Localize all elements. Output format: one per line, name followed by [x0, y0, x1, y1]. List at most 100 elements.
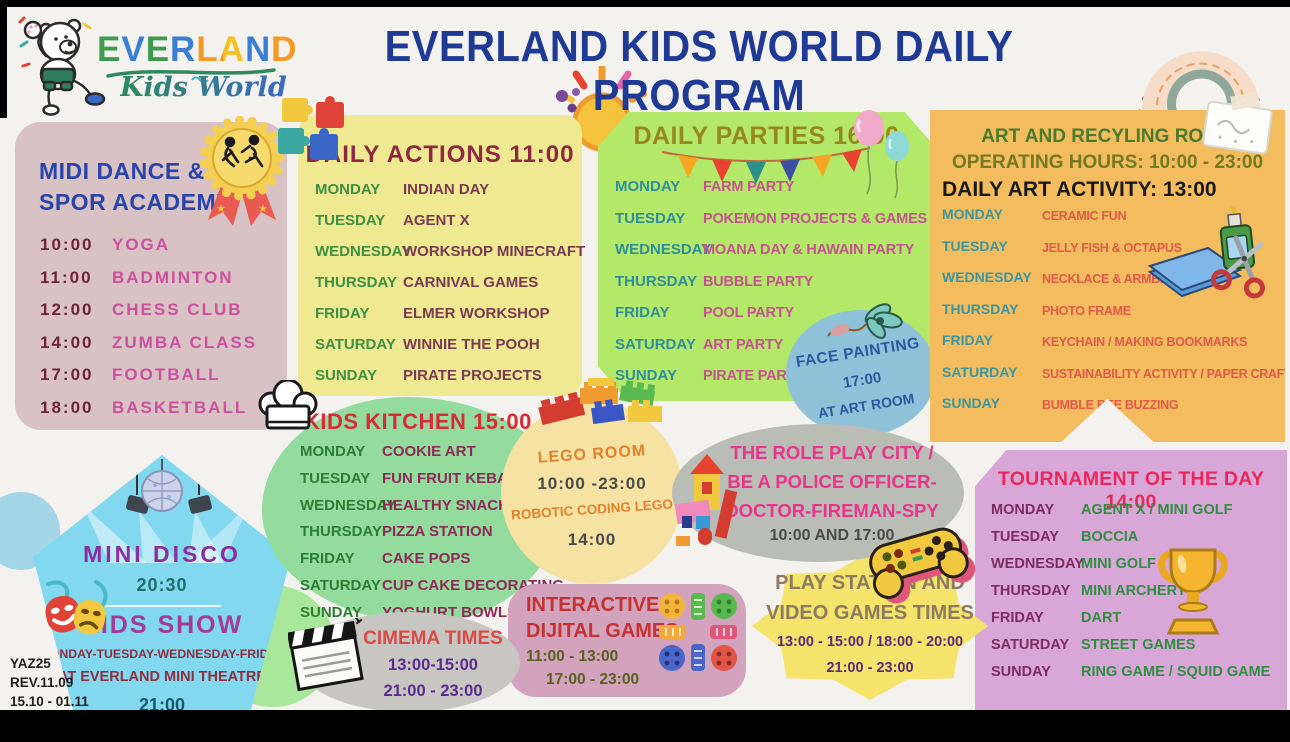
schedule-row: THURSDAY BUBBLE PARTY	[615, 272, 935, 291]
activity-label: PIZZA STATION	[382, 523, 493, 541]
letterbox-left	[0, 0, 7, 118]
activity-label: DART	[1081, 610, 1122, 626]
medal-icon: ★ ★	[199, 116, 285, 226]
activity-label: BASKETBALL	[112, 397, 248, 417]
day-label: SATURDAY	[615, 335, 696, 353]
panel-title: ART AND RECYLING ROOM	[981, 126, 1234, 147]
day-label: FRIDAY	[300, 550, 355, 568]
game-controller-icon	[869, 527, 976, 604]
day-label: SATURDAY	[300, 576, 381, 594]
cinema-times: 13:00-15:00	[388, 656, 478, 674]
schedule-row: TUESDAY AGENT X	[315, 212, 585, 230]
paint-splat-icon	[556, 88, 580, 113]
svg-text:★: ★	[216, 203, 226, 215]
schedule-row: WEDNESDAY HEALTHY SNACKS	[300, 497, 564, 514]
activity-label: BADMINTON	[112, 267, 234, 287]
day-label: THURSDAY	[615, 272, 697, 290]
schedule-row: TUESDAY FUN FRUIT KEBABS	[300, 470, 564, 487]
schedule-row: MONDAY AGENT X / MINI GOLF	[991, 502, 1270, 519]
bear-mascot-icon	[18, 16, 106, 116]
panel-tournament: TOURNAMENT OF THE DAY 14:00 MONDAY AGENT …	[975, 450, 1287, 710]
activity-label: PHOTO FRAME	[1042, 303, 1131, 318]
logo-title: EVERLAND	[97, 30, 298, 69]
schedule-row: SATURDAY WINNIE THE POOH	[315, 336, 585, 354]
schedule-row: MONDAY CERAMIC FUN	[942, 206, 1285, 225]
activity-label: RING GAME / SQUID GAME	[1081, 664, 1271, 680]
schedule-row: 12:00 CHESS CLUB	[40, 301, 257, 319]
daily-art-activity: DAILY ART ACTIVITY: 13:00	[942, 178, 1217, 201]
schedule-row: SATURDAY STREET GAMES	[991, 637, 1270, 654]
day-label: THURSDAY	[942, 300, 1019, 317]
daily-actions-schedule: MONDAY INDIAN DAY TUESDAY AGENT X WEDNESDA…	[315, 181, 585, 385]
schedule-row: TUESDAY BOCCIA	[991, 529, 1270, 546]
panel-title: KIDS KITCHEN 15:00	[304, 409, 532, 434]
schedule-row: 10:00 YOGA	[40, 236, 257, 254]
schedule-row: FRIDAY DART	[991, 610, 1270, 627]
schedule-row: WEDNESDAY MOANA DAY & HAWAIN PARTY	[615, 241, 935, 259]
activity-label: FARM PARTY	[703, 179, 795, 195]
activity-label: FOOTBALL	[112, 365, 221, 384]
day-label: SUNDAY	[315, 367, 377, 384]
mini-disco-title: MINI DISCO	[83, 541, 241, 567]
day-label: FRIDAY	[942, 332, 993, 348]
theater-masks-icon	[45, 580, 108, 635]
activity-label: YOGA	[112, 235, 171, 254]
starburst-background	[752, 552, 988, 700]
day-label: MONDAY	[991, 502, 1055, 518]
schedule-row: FRIDAY ELMER WORKSHOP	[315, 305, 585, 323]
schedule-row: THURSDAY PHOTO FRAME	[942, 300, 1285, 320]
lego-room-activity: ROBOTIC CODING LEGO	[510, 496, 674, 523]
page-title: EVERLAND KIDS WORLD DAILY PROGRAM	[384, 23, 1014, 120]
schedule-row: THURSDAY CARNIVAL GAMES	[315, 274, 585, 292]
divider	[105, 605, 221, 607]
day-label: FRIDAY	[615, 304, 670, 321]
activity-label: HEALTHY SNACKS	[382, 496, 519, 514]
day-label: FRIDAY	[315, 305, 370, 322]
panel-title: MIDI DANCE & SPOR ACADEMY	[39, 158, 232, 215]
activity-label: POKEMON PROJECTS & GAMES PARTY	[703, 210, 978, 227]
day-label: SUNDAY	[942, 395, 1000, 411]
cinema-title: CIMEMA TIMES	[363, 628, 503, 649]
letterbox-top	[0, 0, 1290, 7]
day-label: SUNDAY	[615, 367, 677, 384]
revision-code: YAZ25	[10, 656, 51, 671]
schedule-row: SUNDAY RING GAME / SQUID GAME	[991, 664, 1270, 681]
activity-label: JELLY FISH & OCTAPUS	[1042, 240, 1182, 255]
craft-tools-icon	[1147, 206, 1265, 299]
schedule-row: TUESDAY POKEMON PROJECTS & GAMES PARTY	[615, 210, 978, 228]
activity-label: KEYCHAIN / MAKING BOOKMARKS	[1042, 335, 1248, 349]
panel-role-play: THE ROLE PLAY CITY / BE A POLICE OFFICER…	[672, 424, 964, 562]
trophy-icon	[1158, 548, 1228, 635]
schedule-row: SUNDAY PIRATE PROJECTS	[315, 367, 585, 385]
day-label: SUNDAY	[300, 603, 362, 621]
kids-show-location: AT EVERLAND MINI THEATRE	[57, 669, 267, 685]
revision-dates: 15.10 - 01.11	[10, 694, 89, 709]
day-label: MONDAY	[615, 178, 681, 195]
kids-show-days: MONDAY-TUESDAY-WEDNESDAY-FRIDAY	[39, 647, 285, 661]
panel-art-room: ART AND RECYLING ROOM OPERATING HOURS: 1…	[930, 110, 1285, 442]
schedule-row: MONDAY INDIAN DAY	[315, 181, 585, 199]
operating-hours: OPERATING HOURS: 10:00 - 23:00	[951, 152, 1264, 173]
activity-label: WORKSHOP MINECRAFT	[403, 243, 586, 260]
role-play-times: 10:00 AND 17:00	[769, 527, 895, 544]
panel-daily-actions: DAILY ACTIONS 11:00 MONDAY INDIAN DAY TUE…	[298, 115, 585, 396]
panel-face-painting: FACE PAINTING 17:00 AT ART ROOM	[786, 310, 936, 436]
time-label: 17:00	[40, 365, 94, 384]
time-label: 12:00	[40, 300, 94, 319]
schedule-row: TUESDAY JELLY FISH & OCTAPUS	[942, 238, 1285, 257]
day-label: WEDNESDAY	[315, 243, 412, 260]
time-label: 11:00	[40, 267, 93, 287]
lego-room-activity-time: 14:00	[567, 530, 617, 549]
cinema-times2: 21:00 - 23:00	[383, 682, 483, 700]
digital-games-title: INTERACTIVE	[526, 594, 660, 616]
day-label: MONDAY	[315, 181, 381, 198]
puzzle-icon	[278, 96, 344, 160]
art-room-schedule: MONDAY CERAMIC FUN TUESDAY JELLY FISH & OC…	[942, 206, 1285, 414]
revision-number: REV.11.09	[10, 675, 74, 690]
letterbox-bottom	[0, 710, 1290, 742]
schedule-row: SATURDAY ART PARTY	[615, 335, 935, 354]
schedule-row: FRIDAY KEYCHAIN / MAKING BOOKMARKS	[942, 332, 1285, 351]
activity-label: FUN FRUIT KEBABS	[382, 469, 529, 487]
activity-label: ZUMBA CLASS	[112, 332, 258, 352]
activity-label: MINI GOLF	[1081, 556, 1156, 572]
